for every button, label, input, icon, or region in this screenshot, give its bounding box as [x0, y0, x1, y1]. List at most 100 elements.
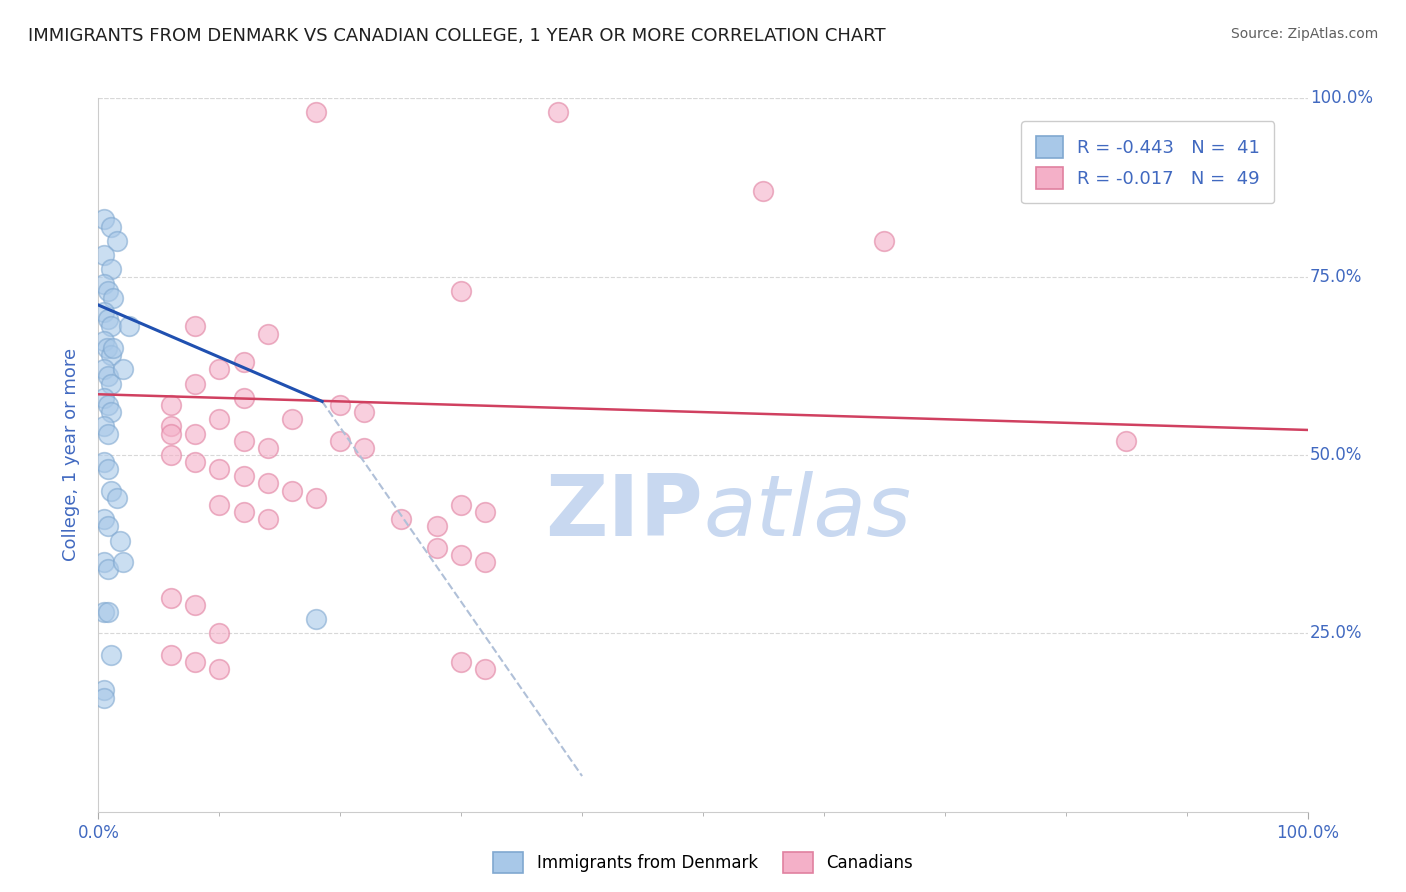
- Point: [474, 505, 496, 519]
- Point: [389, 512, 412, 526]
- Point: [93, 455, 115, 469]
- Point: [111, 362, 134, 376]
- Point: [353, 441, 375, 455]
- Point: [256, 326, 278, 341]
- Text: 25.0%: 25.0%: [1310, 624, 1362, 642]
- Point: [305, 105, 328, 120]
- Point: [208, 462, 231, 476]
- Point: [97, 605, 120, 619]
- Point: [450, 548, 472, 562]
- Text: atlas: atlas: [703, 470, 911, 554]
- Point: [474, 555, 496, 569]
- Text: 50.0%: 50.0%: [1310, 446, 1362, 464]
- Point: [100, 348, 122, 362]
- Point: [450, 498, 472, 512]
- Point: [100, 219, 122, 234]
- Point: [108, 533, 131, 548]
- Y-axis label: College, 1 year or more: College, 1 year or more: [62, 349, 80, 561]
- Point: [97, 369, 120, 384]
- Point: [426, 519, 449, 533]
- Point: [93, 690, 115, 705]
- Point: [353, 405, 375, 419]
- Point: [100, 262, 122, 277]
- Point: [232, 434, 254, 448]
- Point: [101, 341, 124, 355]
- Legend: Immigrants from Denmark, Canadians: Immigrants from Denmark, Canadians: [486, 846, 920, 880]
- Point: [232, 355, 254, 369]
- Text: 75.0%: 75.0%: [1310, 268, 1362, 285]
- Point: [184, 455, 207, 469]
- Point: [93, 683, 115, 698]
- Point: [256, 441, 278, 455]
- Point: [100, 319, 122, 334]
- Point: [93, 419, 115, 434]
- Point: [184, 376, 207, 391]
- Point: [93, 305, 115, 319]
- Point: [256, 512, 278, 526]
- Text: 100.0%: 100.0%: [1310, 89, 1374, 107]
- Point: [426, 541, 449, 555]
- Point: [281, 412, 304, 426]
- Point: [96, 341, 118, 355]
- Point: [93, 248, 115, 262]
- Point: [450, 284, 472, 298]
- Point: [305, 612, 328, 626]
- Point: [184, 319, 207, 334]
- Point: [100, 376, 122, 391]
- Point: [93, 605, 115, 619]
- Point: [184, 655, 207, 669]
- Point: [232, 469, 254, 483]
- Point: [160, 426, 183, 441]
- Text: Source: ZipAtlas.com: Source: ZipAtlas.com: [1230, 27, 1378, 41]
- Point: [160, 591, 183, 605]
- Point: [97, 562, 120, 576]
- Point: [93, 391, 115, 405]
- Point: [101, 291, 124, 305]
- Point: [232, 505, 254, 519]
- Point: [97, 462, 120, 476]
- Point: [1115, 434, 1137, 448]
- Point: [105, 491, 128, 505]
- Point: [93, 512, 115, 526]
- Point: [232, 391, 254, 405]
- Text: ZIP: ZIP: [546, 470, 703, 554]
- Point: [105, 234, 128, 248]
- Point: [160, 648, 183, 662]
- Point: [184, 426, 207, 441]
- Legend: R = -0.443   N =  41, R = -0.017   N =  49: R = -0.443 N = 41, R = -0.017 N = 49: [1021, 121, 1274, 203]
- Point: [329, 434, 352, 448]
- Text: IMMIGRANTS FROM DENMARK VS CANADIAN COLLEGE, 1 YEAR OR MORE CORRELATION CHART: IMMIGRANTS FROM DENMARK VS CANADIAN COLL…: [28, 27, 886, 45]
- Point: [450, 655, 472, 669]
- Point: [752, 184, 775, 198]
- Point: [100, 483, 122, 498]
- Point: [100, 648, 122, 662]
- Point: [93, 555, 115, 569]
- Point: [118, 319, 141, 334]
- Point: [93, 334, 115, 348]
- Point: [305, 491, 328, 505]
- Point: [100, 405, 122, 419]
- Point: [329, 398, 352, 412]
- Point: [160, 398, 183, 412]
- Point: [474, 662, 496, 676]
- Point: [208, 662, 231, 676]
- Point: [97, 519, 120, 533]
- Point: [97, 426, 120, 441]
- Point: [93, 277, 115, 291]
- Point: [97, 312, 120, 326]
- Point: [873, 234, 896, 248]
- Point: [547, 105, 569, 120]
- Point: [93, 362, 115, 376]
- Point: [93, 212, 115, 227]
- Point: [208, 412, 231, 426]
- Point: [184, 598, 207, 612]
- Point: [208, 626, 231, 640]
- Point: [160, 419, 183, 434]
- Point: [97, 284, 120, 298]
- Point: [208, 362, 231, 376]
- Point: [160, 448, 183, 462]
- Point: [97, 398, 120, 412]
- Point: [208, 498, 231, 512]
- Point: [111, 555, 134, 569]
- Point: [281, 483, 304, 498]
